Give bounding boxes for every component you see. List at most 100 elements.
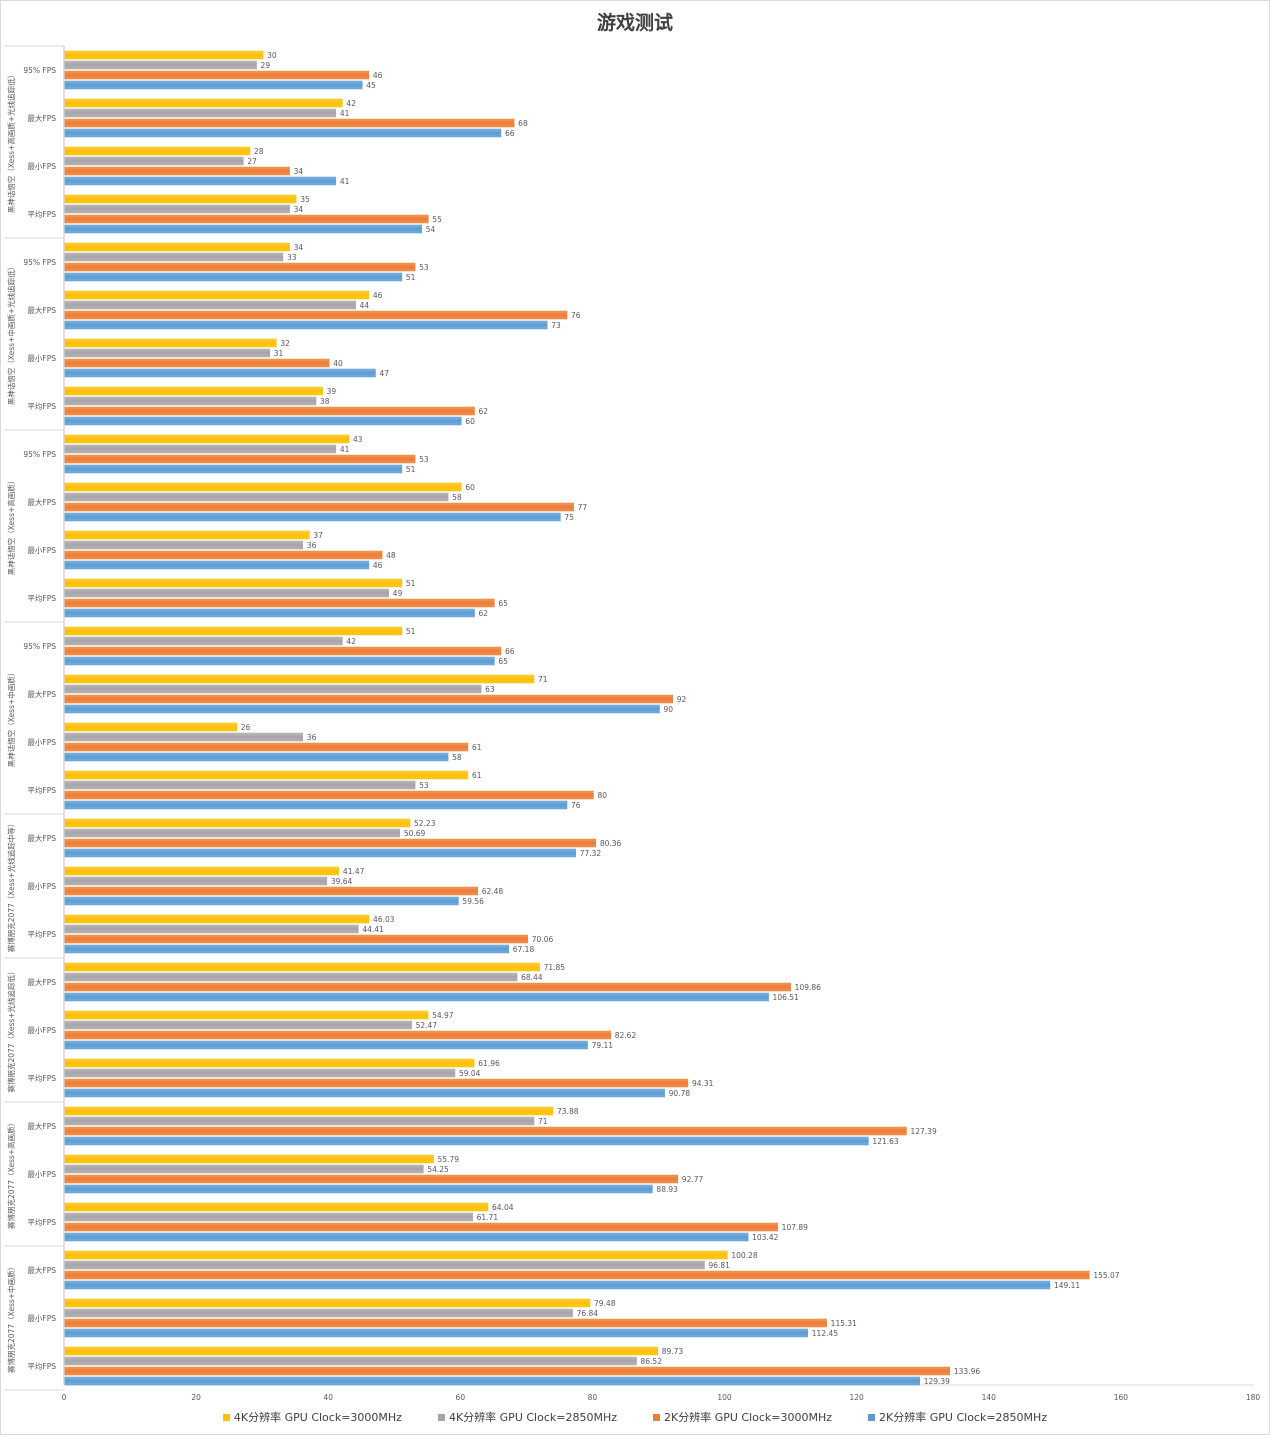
data-label: 107.89 [782, 1223, 808, 1232]
data-label: 61 [472, 771, 482, 780]
data-label: 89.73 [662, 1347, 684, 1356]
data-label: 42 [346, 637, 356, 646]
bar [64, 396, 317, 406]
group-label: 黑神话悟空（Xess+中画质） [6, 669, 16, 768]
category-label: 最小FPS [27, 1170, 56, 1179]
data-label: 100.28 [731, 1251, 757, 1260]
category-label: 最大FPS [27, 305, 56, 315]
data-label: 121.63 [872, 1137, 898, 1146]
data-label: 42 [346, 99, 356, 108]
data-label: 129.39 [924, 1377, 950, 1386]
bar [64, 1088, 665, 1098]
bar [64, 684, 482, 694]
chart-title: 游戏测试 [596, 12, 673, 34]
bar [64, 1126, 907, 1136]
data-label: 37 [313, 531, 323, 540]
data-label: 58 [452, 753, 462, 762]
data-label: 35 [300, 195, 310, 204]
data-label: 77 [578, 503, 588, 512]
bar [64, 1106, 554, 1116]
bar [64, 982, 791, 992]
bar [64, 338, 277, 348]
bar [64, 1356, 637, 1366]
legend-item-2k-3000: 2K分辨率 GPU Clock=3000MHz [653, 1409, 832, 1425]
bar [64, 934, 529, 944]
x-tick-label: 160 [1114, 1393, 1129, 1402]
legend-label-2k-3000: 2K分辨率 GPU Clock=3000MHz [664, 1411, 833, 1424]
data-label: 103.42 [752, 1233, 778, 1242]
group-label: 赛博朋克2077（Xess+光线追踪中等） [6, 820, 16, 953]
data-label: 55.79 [438, 1155, 460, 1164]
bar [64, 646, 502, 656]
bar [64, 454, 416, 464]
bar [64, 70, 370, 80]
data-label: 88.93 [656, 1185, 678, 1194]
data-label: 62 [479, 609, 489, 618]
category-label: 平均FPS [27, 929, 56, 939]
data-label: 73.88 [557, 1107, 579, 1116]
bar [64, 290, 370, 300]
bar [64, 732, 304, 742]
data-label: 30 [267, 51, 277, 60]
x-tick-label: 140 [982, 1393, 997, 1402]
category-label: 平均FPS [27, 209, 56, 219]
legend-swatch-2k-3000 [653, 1413, 660, 1421]
data-label: 41 [340, 177, 350, 186]
data-label: 46.03 [373, 915, 395, 924]
category-label: 最小FPS [27, 738, 56, 747]
data-label: 51 [406, 465, 416, 474]
bar [64, 886, 478, 896]
category-label: 95% FPS [23, 258, 56, 267]
bar [64, 1280, 1051, 1290]
data-label: 47 [379, 369, 389, 378]
bar [64, 1116, 535, 1126]
x-tick-label: 180 [1246, 1393, 1261, 1402]
category-label: 平均FPS [27, 785, 56, 795]
bar [64, 146, 251, 156]
data-label: 106.51 [773, 993, 799, 1002]
data-label: 64.04 [492, 1203, 514, 1212]
data-label: 77.32 [580, 849, 602, 858]
bar [64, 780, 416, 790]
bar [64, 790, 594, 800]
category-label: 最大FPS [27, 497, 56, 507]
data-label: 52.47 [416, 1021, 438, 1030]
data-label: 41 [340, 109, 350, 118]
data-label: 80 [597, 791, 607, 800]
data-label: 86.52 [641, 1357, 663, 1366]
category-label: 最大FPS [27, 977, 56, 987]
data-label: 59.04 [459, 1069, 481, 1078]
category-label: 最小FPS [27, 1026, 56, 1035]
group-label: 赛博朋克2077（Xess+高画质） [6, 1119, 16, 1229]
data-label: 94.31 [692, 1079, 714, 1088]
data-label: 48 [386, 551, 396, 560]
bar [64, 464, 403, 474]
bar [64, 176, 337, 186]
bar [64, 876, 328, 886]
data-label: 71.85 [544, 963, 566, 972]
bar [64, 722, 237, 732]
bar [64, 674, 535, 684]
data-label: 40 [333, 359, 343, 368]
data-label: 82.62 [615, 1031, 637, 1040]
group-label: 黑神话悟空（Xess+中画质+光线追踪低） [6, 263, 16, 405]
x-tick-label: 120 [850, 1393, 865, 1402]
bar [64, 530, 310, 540]
bar [64, 310, 568, 320]
bar [64, 1078, 689, 1088]
legend: 4K分辨率 GPU Clock=3000MHz 4K分辨率 GPU Clock=… [0, 1409, 1270, 1425]
bar [64, 1068, 456, 1078]
x-tick-label: 40 [323, 1393, 333, 1402]
data-label: 34 [294, 243, 304, 252]
data-label: 46 [373, 291, 383, 300]
category-label: 最小FPS [27, 546, 56, 555]
data-label: 53 [419, 263, 429, 272]
data-label: 36 [307, 541, 317, 550]
category-label: 95% FPS [23, 642, 56, 651]
data-label: 92.77 [682, 1175, 704, 1184]
bar [64, 108, 337, 118]
legend-item-4k-3000: 4K分辨率 GPU Clock=3000MHz [222, 1409, 402, 1425]
bar [64, 914, 370, 924]
bar [64, 1212, 473, 1222]
